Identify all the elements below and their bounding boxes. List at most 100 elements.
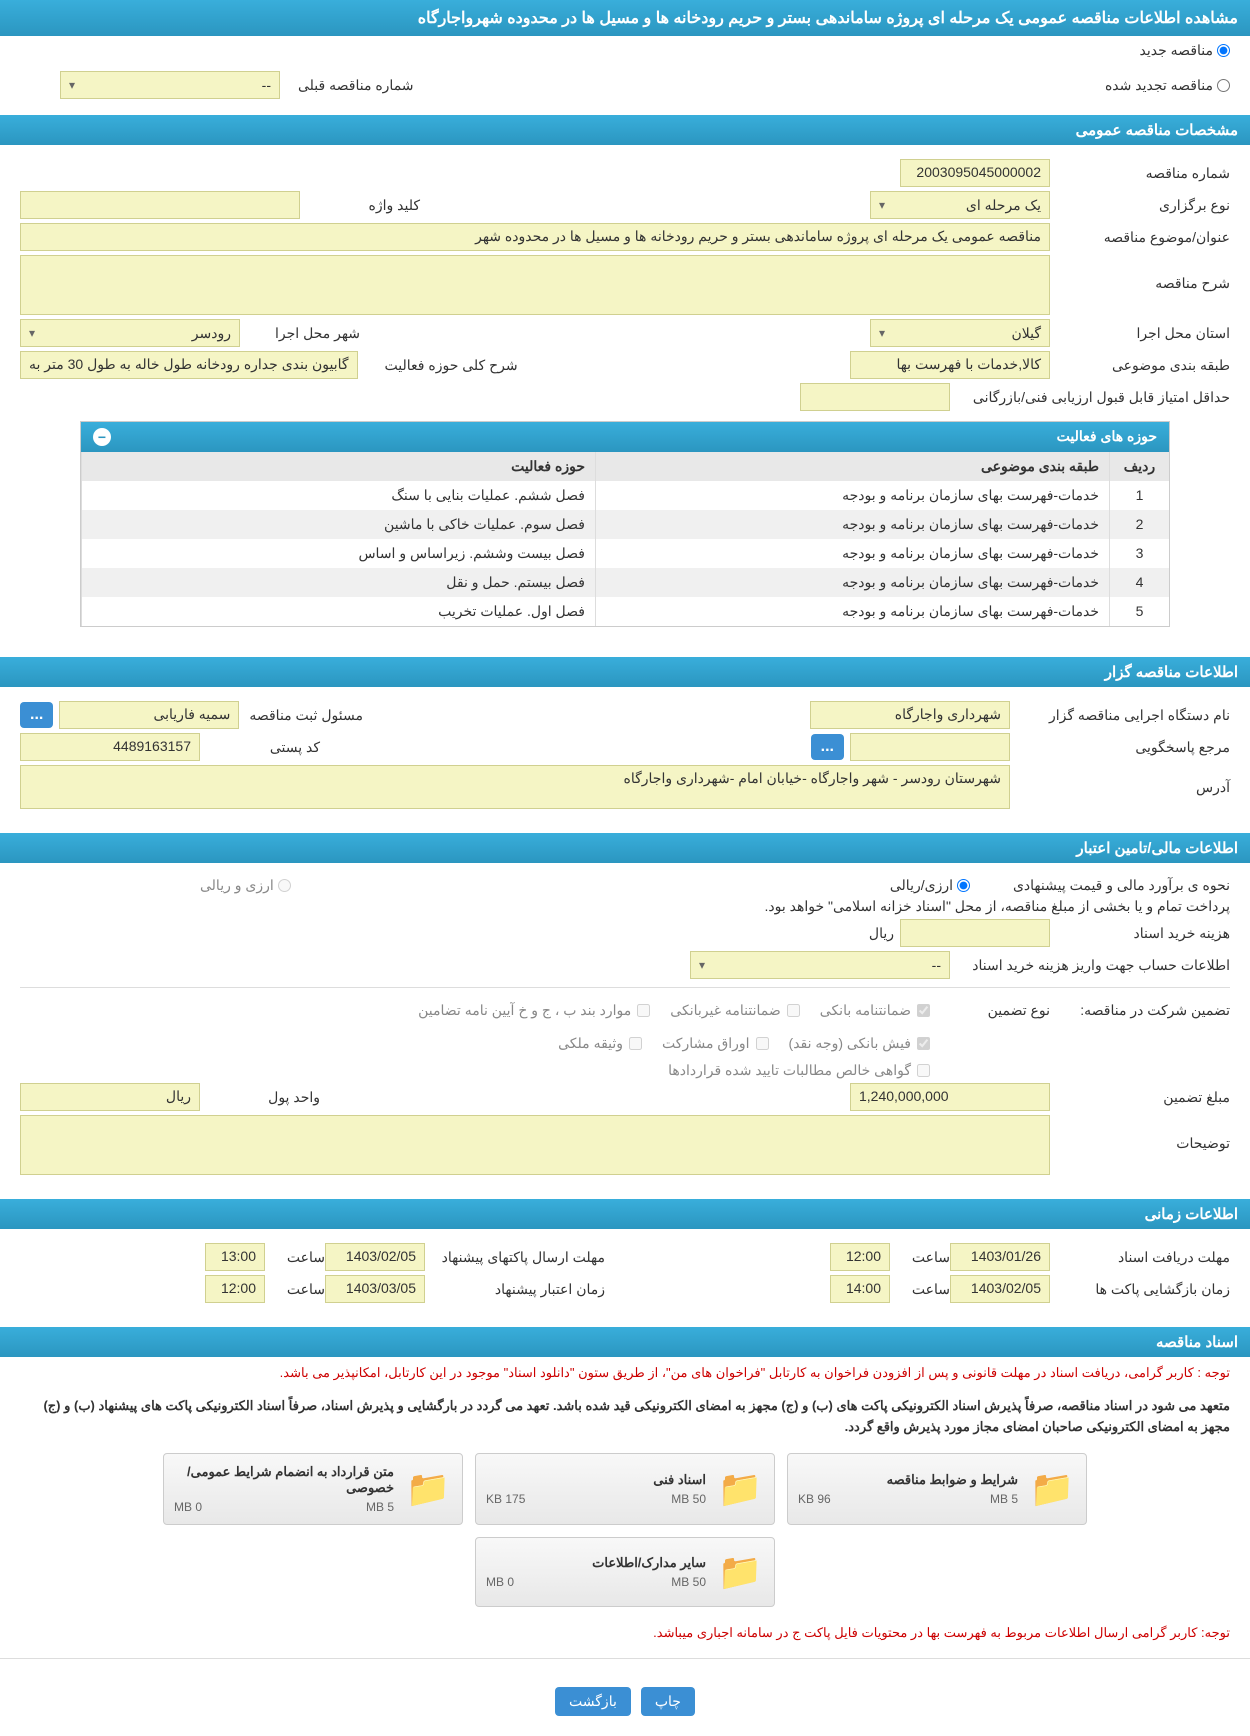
notes-value xyxy=(20,1115,1050,1175)
open-label: زمان بازگشایی پاکت ها xyxy=(1050,1281,1230,1298)
collapse-icon[interactable]: − xyxy=(93,428,111,446)
row-category: خدمات-فهرست بهای سازمان برنامه و بودجه xyxy=(595,481,1109,510)
row-category: خدمات-فهرست بهای سازمان برنامه و بودجه xyxy=(595,568,1109,597)
doc-title: شرایط و ضوابط مناقصه xyxy=(798,1472,1018,1488)
registrar-lookup-button[interactable]: ... xyxy=(20,702,53,728)
row-category: خدمات-فهرست بهای سازمان برنامه و بودجه xyxy=(595,597,1109,626)
table-row: 1 خدمات-فهرست بهای سازمان برنامه و بودجه… xyxy=(81,481,1169,510)
col-category: طبقه بندی موضوعی xyxy=(595,452,1109,481)
doc-title: اسناد فنی xyxy=(486,1472,706,1488)
packets-send-date: 1403/02/05 xyxy=(325,1243,425,1271)
guarantee-nonbank-checkbox xyxy=(787,1004,800,1017)
guarantee-shares-label: اوراق مشارکت xyxy=(662,1035,749,1052)
chevron-down-icon: ▾ xyxy=(879,198,885,212)
registrar-value: سمیه فاریابی xyxy=(59,701,239,729)
prev-number-label: شماره مناقصه قبلی xyxy=(288,77,414,94)
guarantee-property-checkbox xyxy=(629,1037,642,1050)
doc-size-2: 50 MB xyxy=(671,1492,706,1506)
print-button[interactable]: چاپ xyxy=(641,1687,695,1716)
registrar-label: مسئول ثبت مناقصه xyxy=(239,707,363,724)
document-card[interactable]: 📁 اسناد فنی 50 MB 175 KB xyxy=(475,1453,775,1525)
responder-label: مرجع پاسخگویی xyxy=(1010,739,1230,756)
activity-table-title: حوزه های فعالیت xyxy=(1057,428,1157,446)
col-activity: حوزه فعالیت xyxy=(81,452,595,481)
chevron-down-icon: ▾ xyxy=(69,78,75,92)
doc-size-1: 175 KB xyxy=(486,1492,525,1506)
guarantee-amount-value: 1,240,000,000 xyxy=(850,1083,1050,1111)
doc-cost-label: هزینه خرید اسناد xyxy=(1050,925,1230,942)
document-card[interactable]: 📁 شرایط و ضوابط مناقصه 5 MB 96 KB xyxy=(787,1453,1087,1525)
tender-number-label: شماره مناقصه xyxy=(1050,165,1230,182)
city-value[interactable]: رودسر ▾ xyxy=(20,319,240,347)
responder-value xyxy=(850,733,1010,761)
row-idx: 4 xyxy=(1109,568,1169,597)
category-value: کالا,خدمات با فهرست بها xyxy=(850,351,1050,379)
guarantee-shares-checkbox xyxy=(756,1037,769,1050)
time-label-3: ساعت xyxy=(265,1249,325,1266)
validity-label: زمان اعتبار پیشنهاد xyxy=(425,1281,605,1298)
subject-label: عنوان/موضوع مناقصه xyxy=(1050,229,1230,246)
min-score-label: حداقل امتیاز قابل قبول ارزیابی فنی/بازرگ… xyxy=(950,389,1230,406)
address-label: آدرس xyxy=(1010,765,1230,796)
description-value xyxy=(20,255,1050,315)
row-idx: 3 xyxy=(1109,539,1169,568)
guarantee-cash-checkbox xyxy=(917,1037,930,1050)
guarantee-cash-label: فیش بانکی (وجه نقد) xyxy=(789,1035,911,1052)
guarantee-nonbank-label: ضمانتنامه غیربانکی xyxy=(670,1002,780,1019)
packets-send-label: مهلت ارسال پاکتهای پیشنهاد xyxy=(425,1249,605,1266)
back-button[interactable]: بازگشت xyxy=(555,1687,631,1716)
receive-date: 1403/01/26 xyxy=(950,1243,1050,1271)
province-value[interactable]: گیلان ▾ xyxy=(870,319,1050,347)
account-label: اطلاعات حساب جهت واریز هزینه خرید اسناد xyxy=(950,957,1230,974)
documents-note-3: توجه: کاربر گرامی ارسال اطلاعات مربوط به… xyxy=(0,1617,1250,1650)
row-activity: فصل بیستم. حمل و نقل xyxy=(81,568,595,597)
table-row: 4 خدمات-فهرست بهای سازمان برنامه و بودجه… xyxy=(81,568,1169,597)
time-label-2: ساعت xyxy=(890,1281,950,1298)
table-row: 5 خدمات-فهرست بهای سازمان برنامه و بودجه… xyxy=(81,597,1169,626)
guarantee-contracts-checkbox xyxy=(917,1064,930,1077)
guarantee-property-label: وثیقه ملکی xyxy=(558,1035,623,1052)
doc-title: سایر مدارک/اطلاعات xyxy=(486,1555,706,1571)
documents-note-2: متعهد می شود در اسناد مناقصه، صرفاً پذیر… xyxy=(0,1390,1250,1444)
open-time: 14:00 xyxy=(830,1275,890,1303)
doc-size-2: 5 MB xyxy=(990,1492,1018,1506)
chevron-down-icon: ▾ xyxy=(879,326,885,340)
tender-new-radio[interactable] xyxy=(1217,44,1230,57)
keyword-value xyxy=(20,191,300,219)
doc-size-2: 50 MB xyxy=(671,1575,706,1589)
doc-cost-value xyxy=(900,919,1050,947)
time-label-1: ساعت xyxy=(890,1249,950,1266)
category-label: طبقه بندی موضوعی xyxy=(1050,357,1230,374)
guarantee-bank-label: ضمانتنامه بانکی xyxy=(820,1002,911,1019)
holding-type-value[interactable]: یک مرحله ای ▾ xyxy=(870,191,1050,219)
keyword-label: کلید واژه xyxy=(300,197,420,214)
scope-desc-value: گابیون بندی جداره رودخانه طول خاله به طو… xyxy=(20,351,358,379)
packets-send-time: 13:00 xyxy=(205,1243,265,1271)
guarantee-contracts-label: گواهی خالص مطالبات تایید شده قراردادها xyxy=(668,1062,911,1079)
responder-lookup-button[interactable]: ... xyxy=(811,734,844,760)
rial-label: ارزی/ریالی xyxy=(890,877,953,894)
account-select[interactable]: -- ▾ xyxy=(690,951,950,979)
guarantee-label: تضمین شرکت در مناقصه: xyxy=(1050,1002,1230,1019)
documents-note-1: توجه : کاربر گرامی، دریافت اسناد در مهلت… xyxy=(0,1357,1250,1390)
rial-radio[interactable] xyxy=(957,879,970,892)
row-idx: 2 xyxy=(1109,510,1169,539)
activity-table: حوزه های فعالیت − ردیف طبقه بندی موضوعی … xyxy=(80,421,1170,627)
doc-title: متن قرارداد به انضمام شرایط عمومی/خصوصی xyxy=(174,1464,394,1496)
tender-number-value: 2003095045000002 xyxy=(900,159,1050,187)
province-label: استان محل اجرا xyxy=(1050,325,1230,342)
description-label: شرح مناقصه xyxy=(1050,255,1230,292)
min-score-value xyxy=(800,383,950,411)
doc-size-1: 0 MB xyxy=(174,1500,202,1514)
row-category: خدمات-فهرست بهای سازمان برنامه و بودجه xyxy=(595,539,1109,568)
tender-renewed-radio[interactable] xyxy=(1217,79,1230,92)
document-card[interactable]: 📁 متن قرارداد به انضمام شرایط عمومی/خصوص… xyxy=(163,1453,463,1525)
postal-value: 4489163157 xyxy=(20,733,200,761)
chevron-down-icon: ▾ xyxy=(29,326,35,340)
row-activity: فصل سوم. عملیات خاکی با ماشین xyxy=(81,510,595,539)
receive-label: مهلت دریافت اسناد xyxy=(1050,1249,1230,1266)
document-card[interactable]: 📁 سایر مدارک/اطلاعات 50 MB 0 MB xyxy=(475,1537,775,1607)
col-idx: ردیف xyxy=(1109,452,1169,481)
treasury-note: پرداخت تمام و یا بخشی از مبلغ مناقصه، از… xyxy=(765,898,1231,915)
prev-number-select[interactable]: -- ▾ xyxy=(60,71,280,99)
